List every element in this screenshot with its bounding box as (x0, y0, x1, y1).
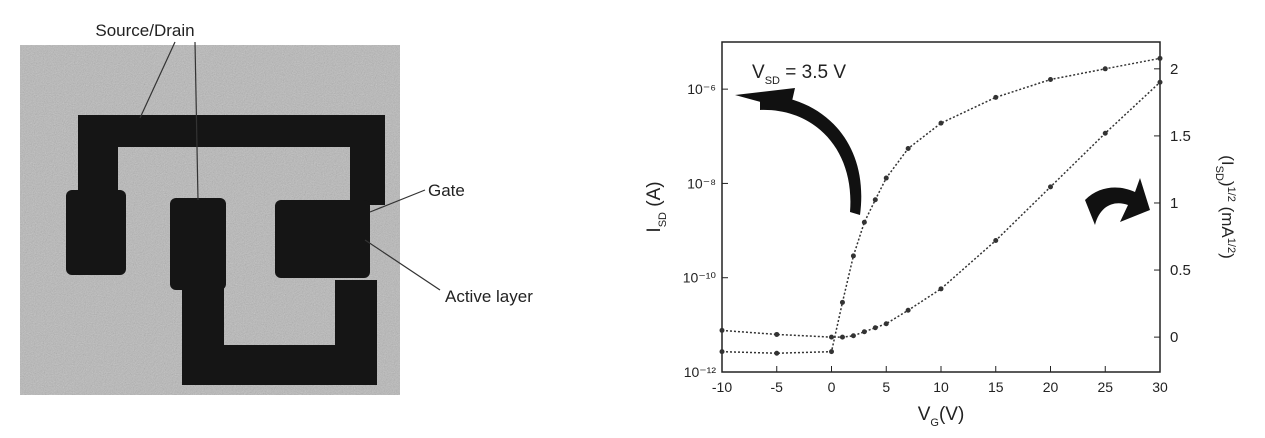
data-point (938, 286, 944, 292)
data-point (774, 350, 780, 356)
y2-axis-label-part: 1/2 (1225, 238, 1237, 253)
data-point (993, 94, 999, 100)
y2-axis-label: (ISD)1/2 (mA1/2) (1213, 155, 1237, 259)
data-point (993, 238, 999, 244)
data-point (872, 325, 878, 331)
x-tick-label: 25 (1097, 379, 1113, 395)
y-axis-label-part: SD (657, 212, 669, 227)
y2-axis-label-part: (mA (1218, 202, 1237, 239)
data-point (1048, 77, 1053, 83)
series-line (721, 57, 1161, 354)
x-tick-label: -10 (712, 379, 732, 395)
y2-axis-label-part: SD (1213, 166, 1225, 181)
x-tick-label: -5 (771, 379, 784, 395)
y-axis-label: ISD (A) (644, 181, 669, 232)
leader-lines (139, 41, 441, 291)
series-line (721, 81, 1161, 338)
x-tick-label: 15 (988, 379, 1004, 395)
x-tick-label: 10 (933, 379, 949, 395)
x-tick-label: 20 (1043, 379, 1059, 395)
label: Gate (428, 181, 465, 200)
y2-tick-label: 0 (1170, 329, 1178, 346)
annotation-part: V (752, 62, 765, 83)
data-point (883, 321, 889, 327)
data-point (1157, 55, 1163, 61)
data-point (938, 120, 944, 126)
y2-tick-label: 1.5 (1170, 128, 1191, 145)
x-axis-label-part: V (918, 404, 931, 425)
data-point (829, 349, 834, 355)
y2-tick-label: 2 (1170, 61, 1178, 78)
data-point (905, 146, 911, 152)
y-axis-label-part: (A) (644, 181, 665, 212)
data-point (839, 299, 845, 305)
data-point (829, 334, 834, 340)
y-tick-label: 10⁻¹² (684, 364, 717, 380)
annotation-part: = 3.5 V (780, 62, 846, 83)
data-point (1157, 79, 1163, 85)
x-tick-label: 0 (828, 379, 836, 395)
data-point (774, 331, 780, 337)
data-point (861, 219, 867, 225)
y2-axis-label-part: (I (1218, 155, 1237, 165)
arrow (735, 88, 862, 215)
x-axis-label-part: G (930, 417, 939, 429)
x-axis-label: VG(V) (918, 404, 965, 429)
y2-axis-label-part: ) (1218, 181, 1237, 187)
data-point (719, 327, 725, 333)
arrow (1085, 178, 1150, 225)
data-point (839, 334, 845, 340)
data-point (1102, 130, 1108, 136)
micrograph (20, 45, 400, 395)
y-tick-label: 10⁻¹⁰ (683, 270, 717, 286)
y-tick-label: 10⁻⁸ (687, 175, 716, 191)
chart: -10 -5 0 5 10 15 20 25 30 10⁻¹² 10⁻¹⁰ 10⁻⁸ 10⁻⁶ 0 0.5 1… (644, 41, 1237, 429)
annotation-part: SD (765, 75, 780, 87)
x-axis-label-part: (V) (939, 404, 964, 425)
data-point (850, 253, 856, 259)
data-point (850, 333, 856, 339)
y2-axis-label-part: ) (1218, 253, 1237, 259)
label: Active layer (445, 287, 533, 306)
x-tick-label: 30 (1152, 379, 1168, 395)
data-point (1048, 184, 1053, 190)
y2-tick-label: 0.5 (1170, 262, 1191, 279)
label: Source/Drain (95, 21, 194, 40)
y2-tick-label: 1 (1170, 195, 1178, 212)
annotation: VSD = 3.5 V (752, 62, 846, 87)
y2-axis-label-part: 1/2 (1225, 187, 1237, 202)
data-point (883, 175, 889, 181)
data-point (719, 349, 725, 355)
x-tick-label: 5 (882, 379, 890, 395)
data-point (861, 329, 867, 335)
data-point (1102, 66, 1108, 72)
data-point (905, 307, 911, 313)
data-point (872, 197, 878, 203)
y-axis-label-part: I (644, 227, 665, 232)
y-tick-label: 10⁻⁶ (687, 81, 716, 97)
